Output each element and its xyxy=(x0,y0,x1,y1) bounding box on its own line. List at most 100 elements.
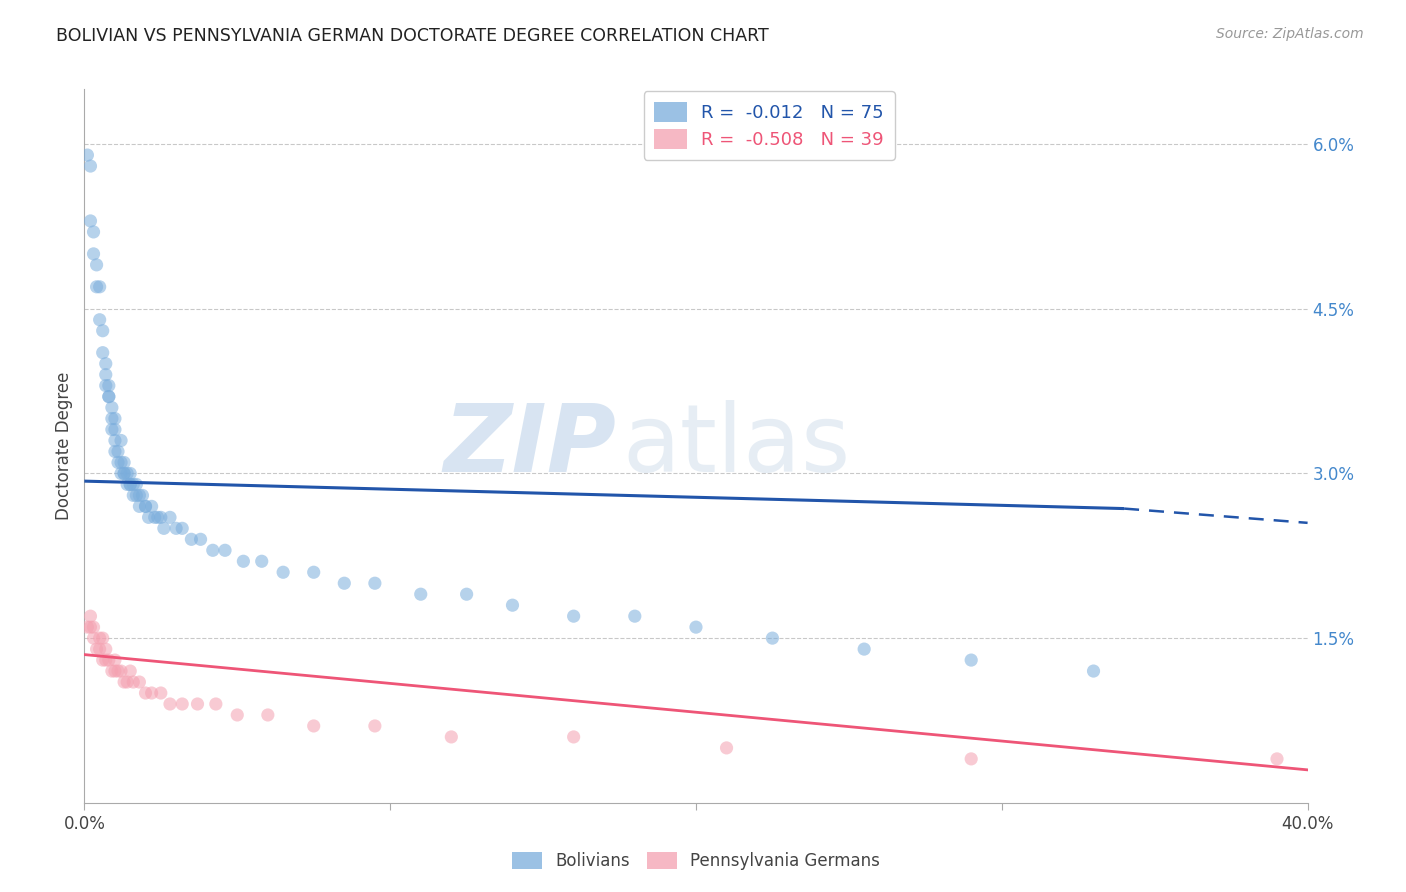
Point xyxy=(91,631,114,645)
Point xyxy=(112,455,135,469)
Point xyxy=(112,675,135,690)
Point xyxy=(226,708,249,723)
Point xyxy=(502,598,524,612)
Point xyxy=(115,477,138,491)
Point xyxy=(110,455,132,469)
Point xyxy=(94,357,117,371)
Point xyxy=(716,740,738,755)
Point xyxy=(122,488,145,502)
Point xyxy=(76,148,98,162)
Text: ZIP: ZIP xyxy=(443,400,616,492)
Point xyxy=(112,467,135,481)
Point xyxy=(79,609,101,624)
Point xyxy=(91,653,114,667)
Point xyxy=(128,500,150,514)
Point xyxy=(83,247,105,261)
Point xyxy=(141,686,163,700)
Text: BOLIVIAN VS PENNSYLVANIA GERMAN DOCTORATE DEGREE CORRELATION CHART: BOLIVIAN VS PENNSYLVANIA GERMAN DOCTORAT… xyxy=(56,27,769,45)
Point xyxy=(97,390,120,404)
Point xyxy=(94,368,117,382)
Point xyxy=(83,225,105,239)
Point xyxy=(128,488,150,502)
Point xyxy=(302,566,325,580)
Point xyxy=(205,697,228,711)
Point xyxy=(141,500,163,514)
Point xyxy=(302,719,325,733)
Point xyxy=(120,664,142,678)
Point xyxy=(86,258,108,272)
Point xyxy=(146,510,169,524)
Point xyxy=(138,510,160,524)
Text: atlas: atlas xyxy=(623,400,851,492)
Point xyxy=(104,423,127,437)
Point xyxy=(79,214,101,228)
Point xyxy=(440,730,463,744)
Point xyxy=(83,620,105,634)
Point xyxy=(761,631,783,645)
Point xyxy=(333,576,356,591)
Point xyxy=(101,401,124,415)
Point xyxy=(83,631,105,645)
Point xyxy=(271,566,294,580)
Point xyxy=(101,411,124,425)
Point xyxy=(101,664,124,678)
Point xyxy=(120,477,142,491)
Point xyxy=(120,477,142,491)
Point xyxy=(107,664,129,678)
Point xyxy=(853,642,876,657)
Point xyxy=(1265,752,1288,766)
Point xyxy=(110,664,132,678)
Point xyxy=(135,686,157,700)
Text: Source: ZipAtlas.com: Source: ZipAtlas.com xyxy=(1216,27,1364,41)
Point xyxy=(149,686,172,700)
Point xyxy=(89,631,111,645)
Point xyxy=(110,434,132,448)
Point xyxy=(128,675,150,690)
Point xyxy=(201,543,224,558)
Point xyxy=(159,697,181,711)
Legend: Bolivians, Pennsylvania Germans: Bolivians, Pennsylvania Germans xyxy=(505,845,887,877)
Point xyxy=(135,500,157,514)
Point xyxy=(120,467,142,481)
Point xyxy=(86,642,108,657)
Point xyxy=(97,653,120,667)
Point xyxy=(125,477,148,491)
Point xyxy=(89,642,111,657)
Point xyxy=(104,653,127,667)
Point xyxy=(165,521,187,535)
Point xyxy=(125,488,148,502)
Point xyxy=(89,280,111,294)
Point xyxy=(172,697,194,711)
Point xyxy=(115,467,138,481)
Point xyxy=(104,411,127,425)
Point xyxy=(1083,664,1105,678)
Y-axis label: Doctorate Degree: Doctorate Degree xyxy=(55,372,73,520)
Point xyxy=(94,378,117,392)
Point xyxy=(172,521,194,535)
Point xyxy=(960,752,983,766)
Point xyxy=(115,675,138,690)
Point xyxy=(107,444,129,458)
Point xyxy=(112,467,135,481)
Point xyxy=(624,609,647,624)
Point xyxy=(89,312,111,326)
Point xyxy=(562,730,585,744)
Point xyxy=(107,455,129,469)
Point xyxy=(250,554,273,568)
Point xyxy=(97,378,120,392)
Point xyxy=(159,510,181,524)
Point xyxy=(456,587,478,601)
Point xyxy=(214,543,236,558)
Point xyxy=(97,390,120,404)
Point xyxy=(122,675,145,690)
Point xyxy=(94,642,117,657)
Point xyxy=(91,345,114,359)
Point xyxy=(409,587,432,601)
Point xyxy=(364,719,387,733)
Point xyxy=(110,467,132,481)
Point xyxy=(562,609,585,624)
Point xyxy=(104,664,127,678)
Point xyxy=(135,500,157,514)
Point xyxy=(180,533,202,547)
Point xyxy=(186,697,208,711)
